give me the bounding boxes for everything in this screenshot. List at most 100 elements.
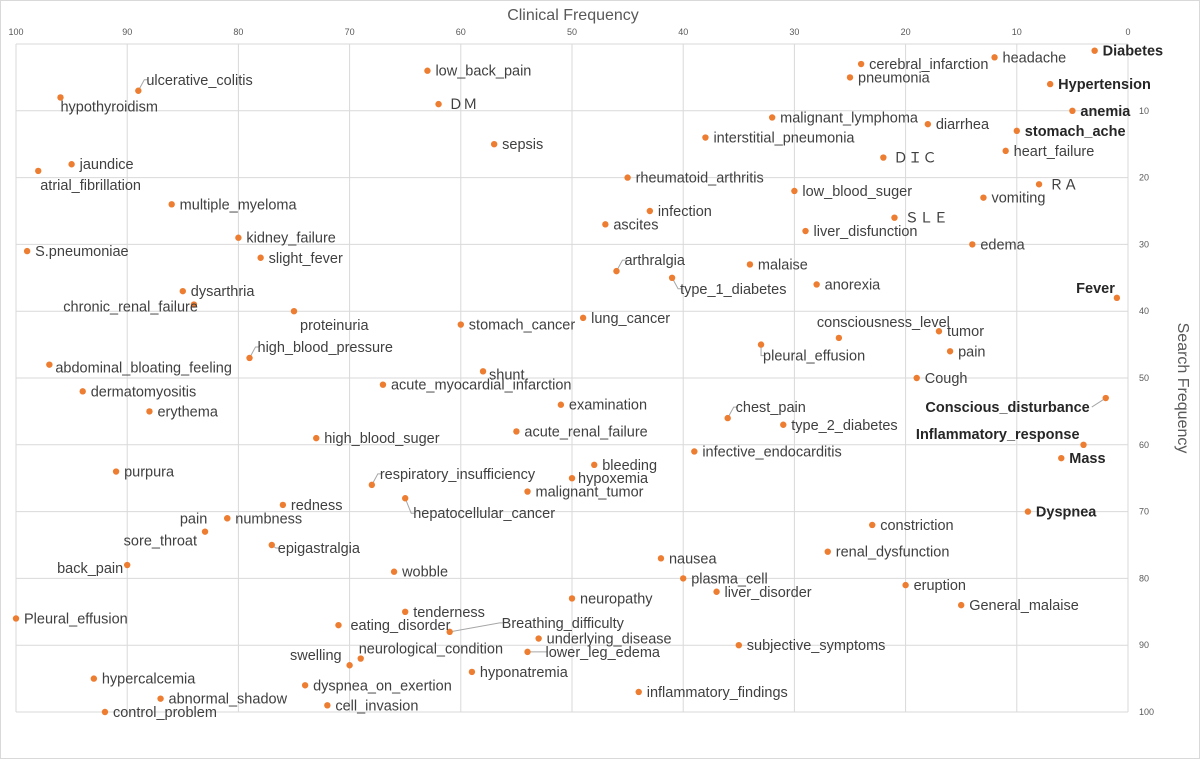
data-point <box>768 114 776 121</box>
data-label: hepatocellular_cancer <box>413 506 555 522</box>
y-tick-label: 100 <box>1139 707 1154 717</box>
data-point <box>924 120 932 128</box>
data-point <box>357 655 364 662</box>
data-point <box>535 635 542 642</box>
label-leader-line <box>760 344 766 357</box>
tick-labels: 100 90 80 70 60 50 40 30 20 10 0102030405060708090… <box>8 27 1154 717</box>
data-point <box>1069 107 1076 115</box>
data-point <box>835 334 843 342</box>
data-point <box>424 67 431 74</box>
data-label: anemia <box>1080 104 1131 120</box>
data-label: Hypertension <box>1058 77 1151 93</box>
data-label: tenderness <box>413 605 485 621</box>
data-label: respiratory_insufficiency <box>380 467 536 483</box>
x-tick-label: 60 <box>456 27 466 37</box>
data-point <box>190 301 198 308</box>
data-label: type_2_diabetes <box>791 418 897 434</box>
label-leader-line <box>371 473 382 486</box>
data-label: back_pain <box>57 561 123 577</box>
data-point <box>290 308 298 315</box>
data-point <box>913 374 920 382</box>
data-label: sepsis <box>502 137 543 153</box>
data-label: sore_throat <box>124 534 197 550</box>
data-point <box>79 388 86 395</box>
label-leader-line <box>249 346 260 359</box>
data-point <box>613 267 620 275</box>
data-label: Dyspnea <box>1036 505 1097 521</box>
y-tick-label: 90 <box>1139 640 1149 650</box>
y-tick-label: 80 <box>1139 573 1149 583</box>
data-label: type_1_diabetes <box>680 282 786 298</box>
x-tick-label: 50 <box>567 27 577 37</box>
data-label: Diabetes <box>1103 44 1163 60</box>
data-label: abnormal_shadow <box>169 692 288 708</box>
y-tick-label: 40 <box>1139 306 1149 316</box>
data-point <box>246 354 253 362</box>
data-point <box>557 401 565 408</box>
data-point <box>346 662 353 669</box>
data-point <box>591 461 598 469</box>
data-point <box>991 54 998 61</box>
label-leader-line <box>671 277 683 290</box>
data-label: lower_leg_edema <box>546 645 661 661</box>
data-label: atrial_fibrillation <box>40 178 141 194</box>
data-point <box>735 642 742 649</box>
label-leader-line <box>727 406 738 419</box>
data-label: chronic_renal_failure <box>63 300 198 316</box>
data-label: dyspnea_on_exertion <box>313 678 452 694</box>
data-point <box>46 361 53 368</box>
data-point <box>813 281 820 288</box>
data-point <box>513 428 520 435</box>
x-tick-label: 10 <box>1012 27 1022 37</box>
data-label: wobble <box>401 565 448 581</box>
data-point <box>201 528 209 535</box>
data-label: stomach_ache <box>1025 124 1126 140</box>
data-label: high_blood_suger <box>324 431 439 447</box>
data-label: cerebral_infarction <box>869 57 988 73</box>
data-point <box>479 368 487 375</box>
data-point <box>891 214 898 221</box>
data-label: hypercalcemia <box>102 672 196 688</box>
data-label: heart_failure <box>1014 144 1095 160</box>
data-label: consciousness_level <box>817 315 950 331</box>
data-label: dermatomyositis <box>91 384 197 400</box>
data-point <box>402 495 409 502</box>
x-tick-label: 80 <box>233 27 243 37</box>
data-label: abdominal_bloating_feeling <box>55 361 232 377</box>
data-point <box>1080 441 1087 448</box>
data-label: shunt <box>489 367 524 383</box>
data-point <box>691 448 698 455</box>
data-point <box>846 74 854 81</box>
data-label: arthralgia <box>624 253 685 269</box>
data-point <box>635 688 642 696</box>
data-label: erythema <box>157 404 218 420</box>
data-point <box>235 234 242 241</box>
data-label: cell_invasion <box>335 698 418 714</box>
data-point <box>869 521 876 529</box>
data-label: malignant_tumor <box>536 485 644 501</box>
data-label: malignant_lymphoma <box>780 110 919 126</box>
data-point <box>435 100 442 108</box>
data-point <box>657 555 665 562</box>
data-label: pain <box>180 511 207 527</box>
data-label: purpura <box>124 465 175 481</box>
data-point <box>857 60 865 68</box>
x-tick-label: 90 <box>122 27 132 37</box>
data-label: stomach_cancer <box>469 318 576 334</box>
data-label: proteinuria <box>300 318 369 334</box>
data-label: kidney_failure <box>246 231 335 247</box>
data-point <box>524 488 531 495</box>
data-label: lung_cancer <box>591 311 670 327</box>
data-point <box>224 515 231 522</box>
data-point <box>824 548 831 555</box>
x-axis-title: Clinical Frequency <box>507 7 639 24</box>
data-label: liver_disfunction <box>814 224 918 240</box>
data-point <box>1013 127 1020 135</box>
data-label: Inflammatory_response <box>916 427 1080 443</box>
data-label: jaundice <box>79 157 134 173</box>
data-label: slight_fever <box>269 251 343 267</box>
data-point <box>268 541 275 549</box>
x-tick-label: 20 <box>901 27 911 37</box>
y-axis-title: Search Frequency <box>1174 323 1191 454</box>
data-point <box>12 615 20 622</box>
